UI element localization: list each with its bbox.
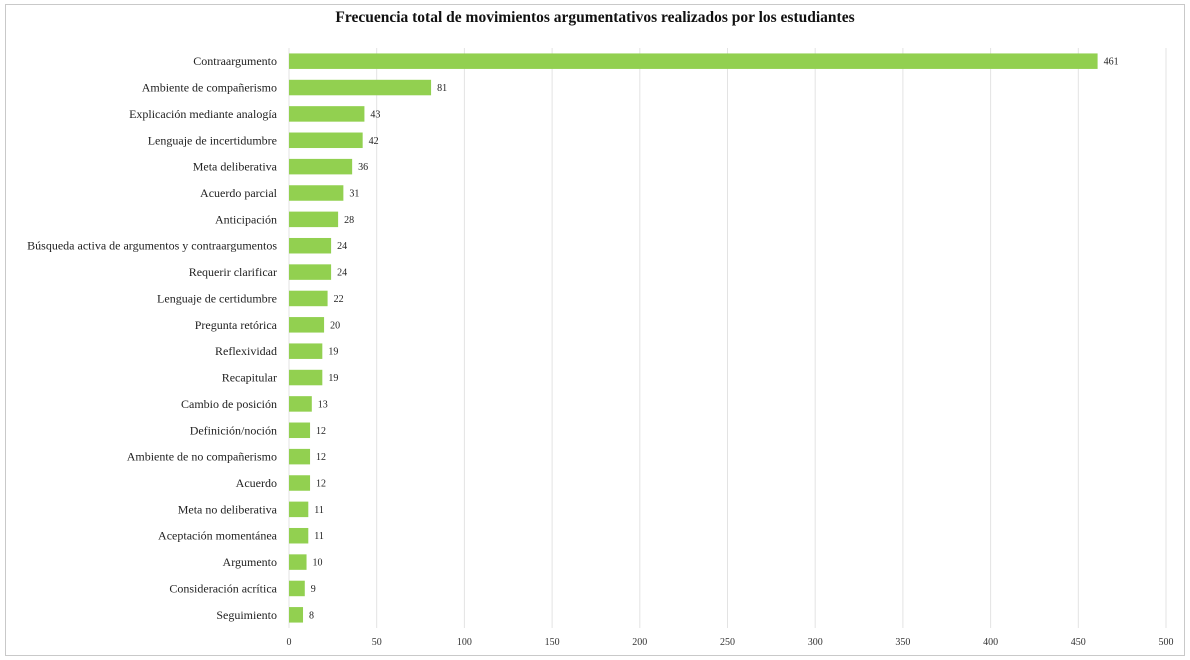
category-label: Meta deliberativa xyxy=(193,160,278,174)
bar xyxy=(289,448,311,465)
x-tick-label: 100 xyxy=(457,637,472,648)
x-tick-label: 400 xyxy=(983,637,998,648)
data-label: 19 xyxy=(328,347,338,358)
chart-title: Frecuencia total de movimientos argument… xyxy=(335,9,855,26)
bar xyxy=(289,607,304,623)
bar xyxy=(289,290,328,307)
category-label: Pregunta retórica xyxy=(195,318,278,332)
x-tick-label: 500 xyxy=(1159,637,1174,648)
bar xyxy=(289,580,305,597)
data-label: 11 xyxy=(314,531,324,542)
category-label: Lenguaje de certidumbre xyxy=(157,291,277,305)
data-label: 9 xyxy=(311,584,316,595)
bar xyxy=(289,237,332,254)
bar xyxy=(289,106,365,122)
data-label: 42 xyxy=(369,136,379,147)
category-label: Contraargumento xyxy=(193,54,277,68)
category-label: Lenguaje de incertidumbre xyxy=(148,133,277,147)
category-label: Acuerdo parcial xyxy=(200,186,278,200)
data-label: 36 xyxy=(358,162,368,173)
x-tick-label: 350 xyxy=(895,637,910,648)
data-label: 31 xyxy=(349,189,359,200)
data-label: 19 xyxy=(328,373,338,384)
category-label: Seguimiento xyxy=(216,608,277,622)
data-label: 12 xyxy=(316,452,326,463)
bar xyxy=(289,554,307,570)
data-label: 11 xyxy=(314,505,324,516)
bar xyxy=(289,211,339,228)
bar xyxy=(289,185,344,201)
bar xyxy=(289,369,323,386)
category-label: Ambiente de no compañerismo xyxy=(127,450,277,464)
data-labels: 461 81 43 42 36 31 28 24 24 22 20 19 19 13 12 12 12 11 11 1… xyxy=(309,57,1119,622)
data-label: 81 xyxy=(437,83,447,94)
x-tick-label: 300 xyxy=(808,637,823,648)
bar xyxy=(289,343,323,359)
x-tick-label: 200 xyxy=(632,637,647,648)
chart-frame xyxy=(5,4,1185,656)
x-tick-label: 250 xyxy=(720,637,735,648)
data-label: 13 xyxy=(318,399,328,410)
category-label: Búsqueda activa de argumentos y contraar… xyxy=(27,239,277,253)
data-label: 24 xyxy=(337,241,347,252)
data-label: 8 xyxy=(309,610,314,621)
bar xyxy=(289,53,1098,69)
data-label: 10 xyxy=(313,558,323,569)
category-label: Definición/noción xyxy=(190,423,277,437)
data-label: 12 xyxy=(316,426,326,437)
category-label: Requerir clarificar xyxy=(189,265,277,279)
data-label: 28 xyxy=(344,215,354,226)
bar xyxy=(289,79,432,96)
bars xyxy=(289,53,1098,623)
bar xyxy=(289,317,325,333)
category-label: Recapitular xyxy=(222,371,277,385)
bar xyxy=(289,132,363,149)
data-label: 43 xyxy=(370,109,380,120)
x-tick-label: 450 xyxy=(1071,637,1086,648)
category-label: Ambiente de compañerismo xyxy=(142,81,277,95)
bar xyxy=(289,396,312,412)
x-tick-label: 150 xyxy=(545,637,560,648)
bar xyxy=(289,264,332,280)
category-label: Cambio de posición xyxy=(181,397,277,411)
bar xyxy=(289,475,311,491)
category-labels: Contraargumento Ambiente de compañerismo E… xyxy=(27,54,278,622)
bar xyxy=(289,422,311,439)
data-label: 12 xyxy=(316,479,326,490)
category-label: Anticipación xyxy=(215,212,277,226)
category-label: Explicación mediante analogía xyxy=(129,107,278,121)
category-label: Aceptación momentánea xyxy=(158,529,278,543)
data-label: 24 xyxy=(337,268,347,279)
data-label: 461 xyxy=(1104,57,1119,68)
bar xyxy=(289,527,309,544)
x-tick-label: 0 xyxy=(287,637,292,648)
category-label: Consideración acrítica xyxy=(169,581,277,595)
x-tick-label: 50 xyxy=(372,637,382,648)
category-label: Argumento xyxy=(223,555,277,569)
x-axis-ticks: 0 50 100 150 200 250 300 350 400 450 500 xyxy=(287,637,1174,648)
data-label: 22 xyxy=(334,294,344,305)
category-label: Acuerdo xyxy=(236,476,277,490)
bar xyxy=(289,501,309,518)
gridlines xyxy=(288,48,1167,628)
category-label: Meta no deliberativa xyxy=(178,502,278,516)
category-label: Reflexividad xyxy=(215,344,277,358)
data-label: 20 xyxy=(330,320,340,331)
bar xyxy=(289,158,353,175)
